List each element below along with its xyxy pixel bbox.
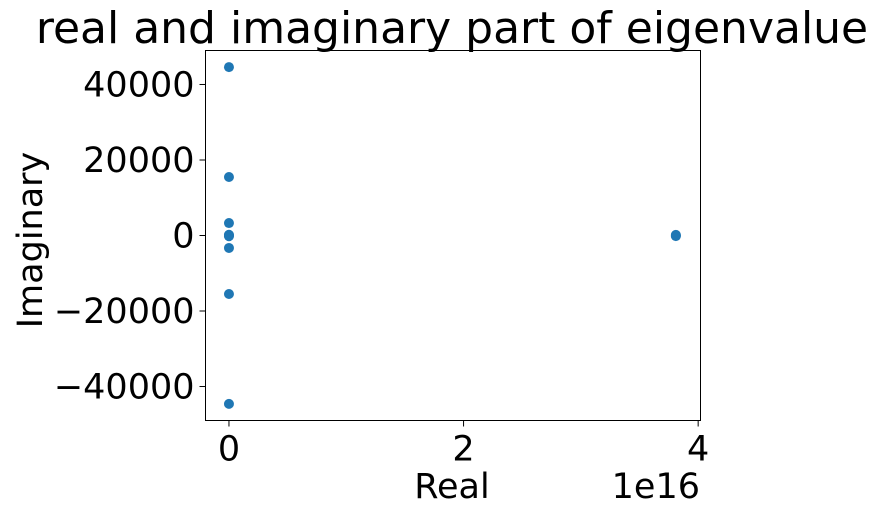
y-axis-ticks: −40000 −20000 0 20000 40000 [54, 65, 206, 408]
x-tick-label: 0 [218, 430, 240, 470]
x-tick-label: 4 [687, 430, 709, 470]
y-tick-label: −40000 [54, 368, 195, 408]
x-offset-label: 1e16 [612, 467, 700, 507]
data-point [223, 289, 234, 300]
data-point [223, 62, 234, 73]
data-point [223, 171, 234, 182]
data-point [223, 242, 234, 253]
y-axis-label: Imaginary [11, 152, 51, 329]
data-point [670, 231, 681, 242]
x-axis-ticks: 0 2 4 [218, 420, 709, 470]
y-tick-label: 20000 [83, 141, 194, 181]
x-tick-label: 2 [452, 430, 474, 470]
plot-area [205, 50, 701, 421]
data-points [223, 62, 681, 409]
chart-title: real and imaginary part of eigenvalue [36, 3, 868, 54]
data-point [223, 398, 234, 409]
y-tick-label: 40000 [83, 65, 194, 105]
data-point [223, 230, 234, 241]
y-tick-label: −20000 [54, 292, 195, 332]
y-tick-label: 0 [172, 217, 194, 257]
data-point [223, 218, 234, 229]
x-axis-label: Real [414, 467, 489, 507]
